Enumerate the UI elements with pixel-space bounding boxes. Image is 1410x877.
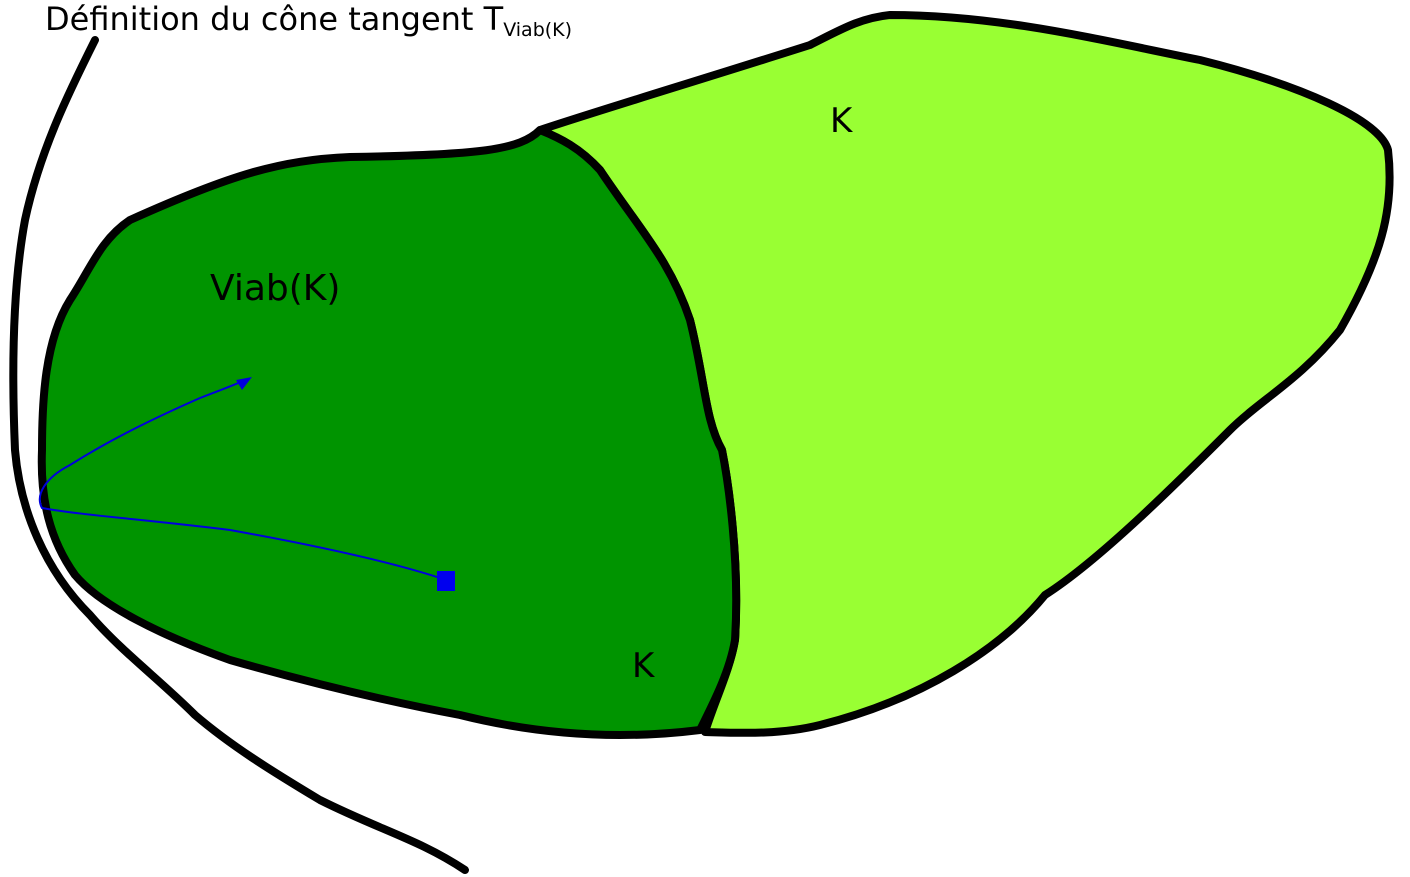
title-subscript: Viab(K): [503, 19, 572, 41]
trajectory: [38, 379, 441, 579]
initial-point: [437, 571, 455, 591]
label-k-inner: K: [632, 646, 656, 686]
label-k-outer: K: [830, 101, 854, 141]
title-main: Définition du cône tangent T: [45, 0, 504, 38]
viab-region: [37, 126, 741, 739]
title: Définition du cône tangent TViab(K): [45, 0, 572, 41]
boundary-curve: [9, 36, 469, 874]
label-viab: Viab(K): [210, 268, 340, 309]
trajectory-arrowhead: [236, 377, 252, 390]
